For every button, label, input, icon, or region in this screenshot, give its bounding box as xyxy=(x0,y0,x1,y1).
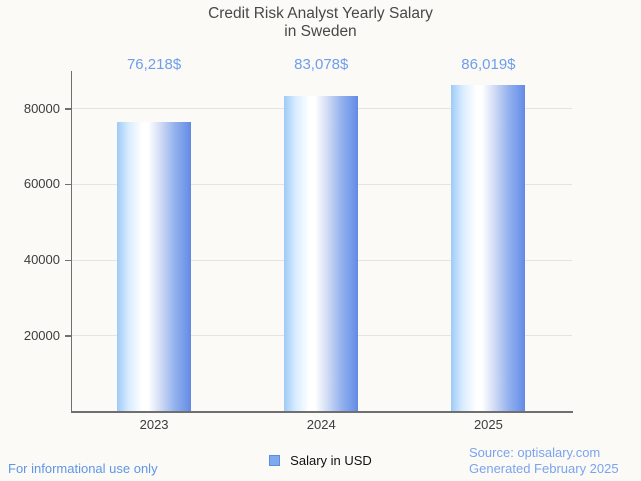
bar-2023 xyxy=(117,122,192,411)
value-label-2024: 83,078$ xyxy=(294,56,349,73)
source-block: Source: optisalary.com Generated Februar… xyxy=(469,445,619,476)
y-axis-tick-80000 xyxy=(64,108,71,110)
y-axis-tick-60000 xyxy=(64,183,71,186)
generated-line: Generated February 2025 xyxy=(469,460,619,476)
bar-2025 xyxy=(451,85,526,411)
disclaimer-text: For informational use only xyxy=(8,461,158,476)
chart-title: Credit Risk Analyst Yearly Salary in Swe… xyxy=(0,5,641,40)
y-axis-label-80000: 80000 xyxy=(23,100,60,116)
y-axis-label-40000: 40000 xyxy=(23,252,60,267)
y-axis-tick-20000 xyxy=(64,335,71,337)
legend-marker-square-icon xyxy=(269,455,281,466)
chart-title-line1: Credit Risk Analyst Yearly Salary xyxy=(208,5,433,22)
x-axis-label-2024: 2024 xyxy=(306,417,336,432)
source-line: Source: optisalary.com xyxy=(469,445,601,460)
legend-label: Salary in USD xyxy=(290,453,372,468)
x-axis-label-2025: 2025 xyxy=(473,417,503,432)
legend: Salary in USD xyxy=(0,453,641,468)
value-label-2025: 86,019$ xyxy=(461,56,516,73)
x-axis-line xyxy=(70,411,573,413)
value-label-2023: 76,218$ xyxy=(126,56,182,73)
y-axis-label-20000: 20000 xyxy=(23,327,60,343)
y-axis-tick-40000 xyxy=(64,259,71,261)
x-axis-label-2023: 2023 xyxy=(139,417,169,432)
chart-title-line2: in Sweden xyxy=(284,22,357,40)
y-axis-label-60000: 60000 xyxy=(23,176,60,192)
y-axis-line xyxy=(70,71,72,411)
bar-2024 xyxy=(284,96,359,411)
